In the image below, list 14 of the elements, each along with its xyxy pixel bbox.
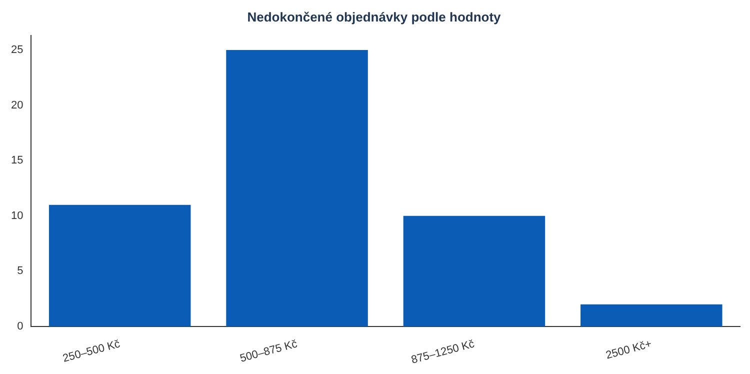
bar: [48, 204, 191, 326]
y-tick-label: 0: [17, 320, 24, 332]
y-tick-label: 5: [17, 265, 24, 278]
bar: [226, 50, 368, 326]
y-tick-label: 25: [10, 44, 24, 56]
bar: [403, 216, 546, 326]
x-tick-label: 500–875 Kč: [238, 338, 300, 365]
x-tick-label: 250–500 Kč: [62, 338, 122, 365]
y-tick-label: 10: [10, 210, 24, 222]
y-tick-label: 20: [10, 99, 24, 112]
chart-title: Nedokončené objednávky podle hodnoty: [247, 9, 502, 24]
bar: [580, 304, 722, 326]
x-tick-label: 2500 Kč+: [604, 338, 653, 362]
y-tick-label: 15: [10, 154, 24, 167]
